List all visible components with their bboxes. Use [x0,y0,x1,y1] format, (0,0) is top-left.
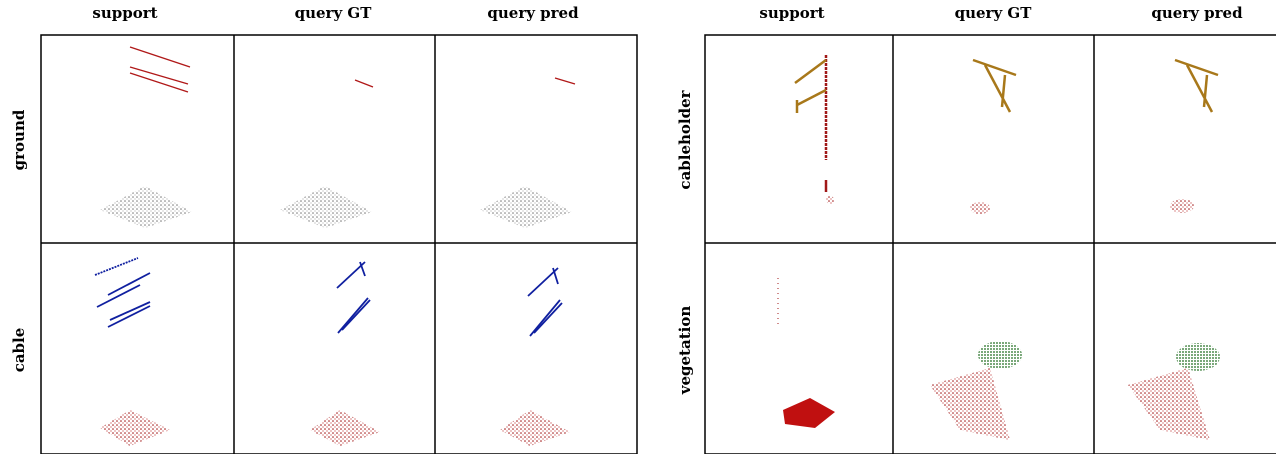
column-header: query pred [487,4,579,22]
column-header: query pred [1151,4,1243,22]
page: {"panels": [ {"columns": ["support", "qu… [0,0,1276,454]
point-clouds-ground [100,47,575,228]
point-clouds-cable [95,258,570,446]
row-label: cableholder [676,89,694,189]
point-clouds-cableholder [795,55,1218,214]
row-label: ground [10,109,28,170]
column-header: support [92,4,157,22]
column-header: query GT [295,4,373,22]
column-header: support [759,4,824,22]
row-label: cable [10,328,28,373]
left-grid [41,35,637,454]
labels: support query GT query pred ground cable… [10,4,1243,395]
figure: support query GT query pred ground cable… [0,0,1276,454]
point-clouds-vegetation [778,278,1220,440]
row-label: vegetation [676,306,694,396]
column-header: query GT [955,4,1033,22]
